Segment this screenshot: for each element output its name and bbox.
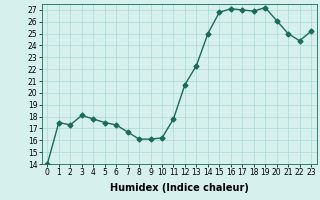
X-axis label: Humidex (Indice chaleur): Humidex (Indice chaleur): [110, 183, 249, 193]
